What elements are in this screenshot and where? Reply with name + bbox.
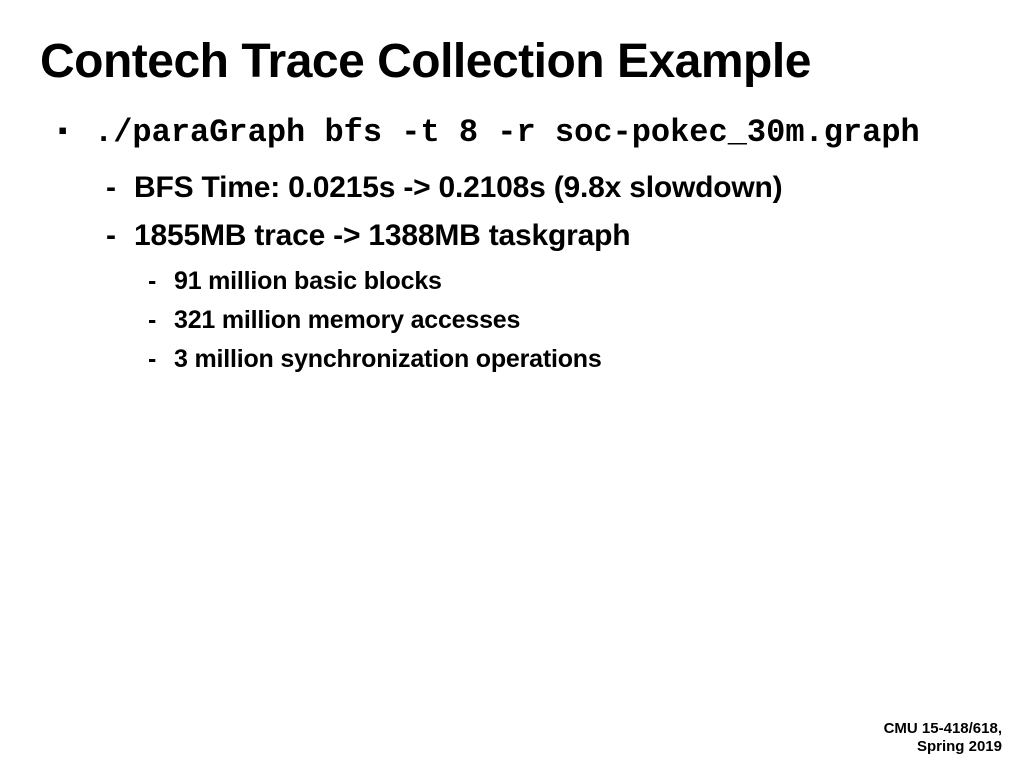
list-item: 321 million memory accesses [174,306,984,335]
list-item: 3 million synchronization operations [174,345,984,374]
slide-title: Contech Trace Collection Example [40,34,984,89]
bullet-list-level2: BFS Time: 0.0215s -> 0.2108s (9.8x slowd… [94,171,984,374]
slide-footer: CMU 15-418/618, Spring 2019 [884,720,1002,756]
command-text: ./paraGraph bfs -t 8 -r soc-pokec_30m.gr… [94,113,984,153]
list-item: 91 million basic blocks [174,267,984,296]
list-item: BFS Time: 0.0215s -> 0.2108s (9.8x slowd… [134,171,984,205]
list-item: 1855MB trace -> 1388MB taskgraph 91 mill… [134,219,984,374]
bullet-list-level3: 91 million basic blocks 321 million memo… [134,267,984,374]
slide: Contech Trace Collection Example ./paraG… [0,0,1024,768]
bullet-list-level1: ./paraGraph bfs -t 8 -r soc-pokec_30m.gr… [40,113,984,374]
list-item-text: 1855MB trace -> 1388MB taskgraph [134,219,630,252]
list-item: ./paraGraph bfs -t 8 -r soc-pokec_30m.gr… [94,113,984,374]
footer-course: CMU 15-418/618, [884,720,1002,738]
footer-term: Spring 2019 [884,738,1002,756]
